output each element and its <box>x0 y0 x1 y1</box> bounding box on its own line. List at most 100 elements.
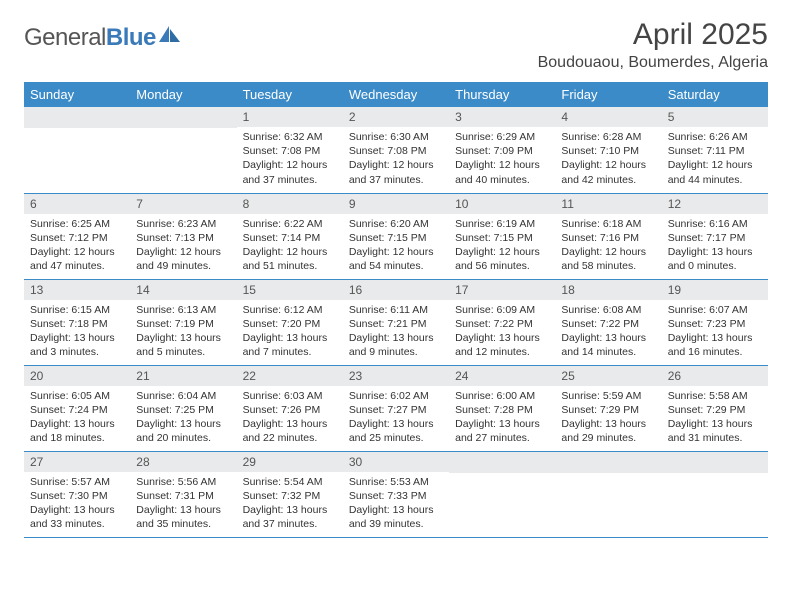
sunset-text: Sunset: 7:13 PM <box>136 231 230 245</box>
sunrise-text: Sunrise: 6:22 AM <box>243 217 337 231</box>
calendar-row: 13Sunrise: 6:15 AMSunset: 7:18 PMDayligh… <box>24 279 768 365</box>
sunrise-text: Sunrise: 6:09 AM <box>455 303 549 317</box>
sunset-text: Sunset: 7:24 PM <box>30 403 124 417</box>
calendar-cell: 4Sunrise: 6:28 AMSunset: 7:10 PMDaylight… <box>555 107 661 193</box>
weekday-header: Saturday <box>662 82 768 107</box>
sunrise-text: Sunrise: 6:30 AM <box>349 130 443 144</box>
empty-day-bar <box>555 452 661 473</box>
day-details: Sunrise: 6:25 AMSunset: 7:12 PMDaylight:… <box>24 214 130 278</box>
daylight-text: Daylight: 13 hours and 25 minutes. <box>349 417 443 445</box>
day-number: 21 <box>130 366 236 386</box>
sunrise-text: Sunrise: 5:57 AM <box>30 475 124 489</box>
daylight-text: Daylight: 13 hours and 31 minutes. <box>668 417 762 445</box>
sail-icon <box>159 26 181 44</box>
day-number: 3 <box>449 107 555 127</box>
sunset-text: Sunset: 7:08 PM <box>243 144 337 158</box>
day-number: 23 <box>343 366 449 386</box>
day-number: 6 <box>24 194 130 214</box>
sunrise-text: Sunrise: 6:20 AM <box>349 217 443 231</box>
daylight-text: Daylight: 13 hours and 29 minutes. <box>561 417 655 445</box>
sunset-text: Sunset: 7:20 PM <box>243 317 337 331</box>
calendar-cell <box>555 451 661 537</box>
day-number: 12 <box>662 194 768 214</box>
logo-part2: Blue <box>106 24 156 51</box>
sunrise-text: Sunrise: 6:02 AM <box>349 389 443 403</box>
day-number: 22 <box>237 366 343 386</box>
sunrise-text: Sunrise: 6:13 AM <box>136 303 230 317</box>
weekday-header: Tuesday <box>237 82 343 107</box>
daylight-text: Daylight: 13 hours and 27 minutes. <box>455 417 549 445</box>
daylight-text: Daylight: 13 hours and 14 minutes. <box>561 331 655 359</box>
daylight-text: Daylight: 12 hours and 37 minutes. <box>243 158 337 186</box>
sunrise-text: Sunrise: 6:29 AM <box>455 130 549 144</box>
day-details: Sunrise: 5:58 AMSunset: 7:29 PMDaylight:… <box>662 386 768 450</box>
calendar-cell: 8Sunrise: 6:22 AMSunset: 7:14 PMDaylight… <box>237 193 343 279</box>
daylight-text: Daylight: 12 hours and 56 minutes. <box>455 245 549 273</box>
day-details: Sunrise: 6:03 AMSunset: 7:26 PMDaylight:… <box>237 386 343 450</box>
sunset-text: Sunset: 7:29 PM <box>561 403 655 417</box>
empty-day-bar <box>24 107 130 128</box>
day-details: Sunrise: 6:02 AMSunset: 7:27 PMDaylight:… <box>343 386 449 450</box>
day-number: 18 <box>555 280 661 300</box>
daylight-text: Daylight: 13 hours and 18 minutes. <box>30 417 124 445</box>
day-number: 17 <box>449 280 555 300</box>
sunset-text: Sunset: 7:19 PM <box>136 317 230 331</box>
calendar-cell: 21Sunrise: 6:04 AMSunset: 7:25 PMDayligh… <box>130 365 236 451</box>
calendar-cell: 23Sunrise: 6:02 AMSunset: 7:27 PMDayligh… <box>343 365 449 451</box>
sunrise-text: Sunrise: 6:07 AM <box>668 303 762 317</box>
sunset-text: Sunset: 7:15 PM <box>455 231 549 245</box>
daylight-text: Daylight: 12 hours and 58 minutes. <box>561 245 655 273</box>
sunrise-text: Sunrise: 6:23 AM <box>136 217 230 231</box>
sunset-text: Sunset: 7:23 PM <box>668 317 762 331</box>
calendar-cell: 29Sunrise: 5:54 AMSunset: 7:32 PMDayligh… <box>237 451 343 537</box>
sunset-text: Sunset: 7:30 PM <box>30 489 124 503</box>
daylight-text: Daylight: 13 hours and 7 minutes. <box>243 331 337 359</box>
calendar-cell: 17Sunrise: 6:09 AMSunset: 7:22 PMDayligh… <box>449 279 555 365</box>
sunset-text: Sunset: 7:14 PM <box>243 231 337 245</box>
calendar-cell: 16Sunrise: 6:11 AMSunset: 7:21 PMDayligh… <box>343 279 449 365</box>
calendar-cell: 11Sunrise: 6:18 AMSunset: 7:16 PMDayligh… <box>555 193 661 279</box>
daylight-text: Daylight: 13 hours and 37 minutes. <box>243 503 337 531</box>
sunrise-text: Sunrise: 6:19 AM <box>455 217 549 231</box>
weekday-header: Wednesday <box>343 82 449 107</box>
calendar-cell: 25Sunrise: 5:59 AMSunset: 7:29 PMDayligh… <box>555 365 661 451</box>
sunset-text: Sunset: 7:11 PM <box>668 144 762 158</box>
day-details: Sunrise: 6:09 AMSunset: 7:22 PMDaylight:… <box>449 300 555 364</box>
sunrise-text: Sunrise: 6:28 AM <box>561 130 655 144</box>
sunrise-text: Sunrise: 5:59 AM <box>561 389 655 403</box>
daylight-text: Daylight: 12 hours and 49 minutes. <box>136 245 230 273</box>
daylight-text: Daylight: 12 hours and 40 minutes. <box>455 158 549 186</box>
calendar-cell: 12Sunrise: 6:16 AMSunset: 7:17 PMDayligh… <box>662 193 768 279</box>
sunset-text: Sunset: 7:09 PM <box>455 144 549 158</box>
sunrise-text: Sunrise: 6:26 AM <box>668 130 762 144</box>
sunset-text: Sunset: 7:22 PM <box>561 317 655 331</box>
day-details: Sunrise: 6:28 AMSunset: 7:10 PMDaylight:… <box>555 127 661 191</box>
day-number: 29 <box>237 452 343 472</box>
day-number: 10 <box>449 194 555 214</box>
sunrise-text: Sunrise: 6:16 AM <box>668 217 762 231</box>
calendar-row: 6Sunrise: 6:25 AMSunset: 7:12 PMDaylight… <box>24 193 768 279</box>
day-number: 9 <box>343 194 449 214</box>
sunrise-text: Sunrise: 6:25 AM <box>30 217 124 231</box>
daylight-text: Daylight: 13 hours and 16 minutes. <box>668 331 762 359</box>
day-details: Sunrise: 6:13 AMSunset: 7:19 PMDaylight:… <box>130 300 236 364</box>
sunset-text: Sunset: 7:26 PM <box>243 403 337 417</box>
daylight-text: Daylight: 13 hours and 3 minutes. <box>30 331 124 359</box>
calendar-cell: 1Sunrise: 6:32 AMSunset: 7:08 PMDaylight… <box>237 107 343 193</box>
sunset-text: Sunset: 7:10 PM <box>561 144 655 158</box>
day-number: 14 <box>130 280 236 300</box>
day-details: Sunrise: 6:18 AMSunset: 7:16 PMDaylight:… <box>555 214 661 278</box>
calendar-cell: 28Sunrise: 5:56 AMSunset: 7:31 PMDayligh… <box>130 451 236 537</box>
day-details: Sunrise: 6:19 AMSunset: 7:15 PMDaylight:… <box>449 214 555 278</box>
calendar-cell: 27Sunrise: 5:57 AMSunset: 7:30 PMDayligh… <box>24 451 130 537</box>
day-details: Sunrise: 6:29 AMSunset: 7:09 PMDaylight:… <box>449 127 555 191</box>
page-title: April 2025 <box>538 18 768 52</box>
day-number: 30 <box>343 452 449 472</box>
calendar-body: 1Sunrise: 6:32 AMSunset: 7:08 PMDaylight… <box>24 107 768 537</box>
empty-day-bar <box>662 452 768 473</box>
day-details: Sunrise: 6:20 AMSunset: 7:15 PMDaylight:… <box>343 214 449 278</box>
calendar-row: 27Sunrise: 5:57 AMSunset: 7:30 PMDayligh… <box>24 451 768 537</box>
sunrise-text: Sunrise: 6:00 AM <box>455 389 549 403</box>
sunrise-text: Sunrise: 6:03 AM <box>243 389 337 403</box>
weekday-header: Monday <box>130 82 236 107</box>
